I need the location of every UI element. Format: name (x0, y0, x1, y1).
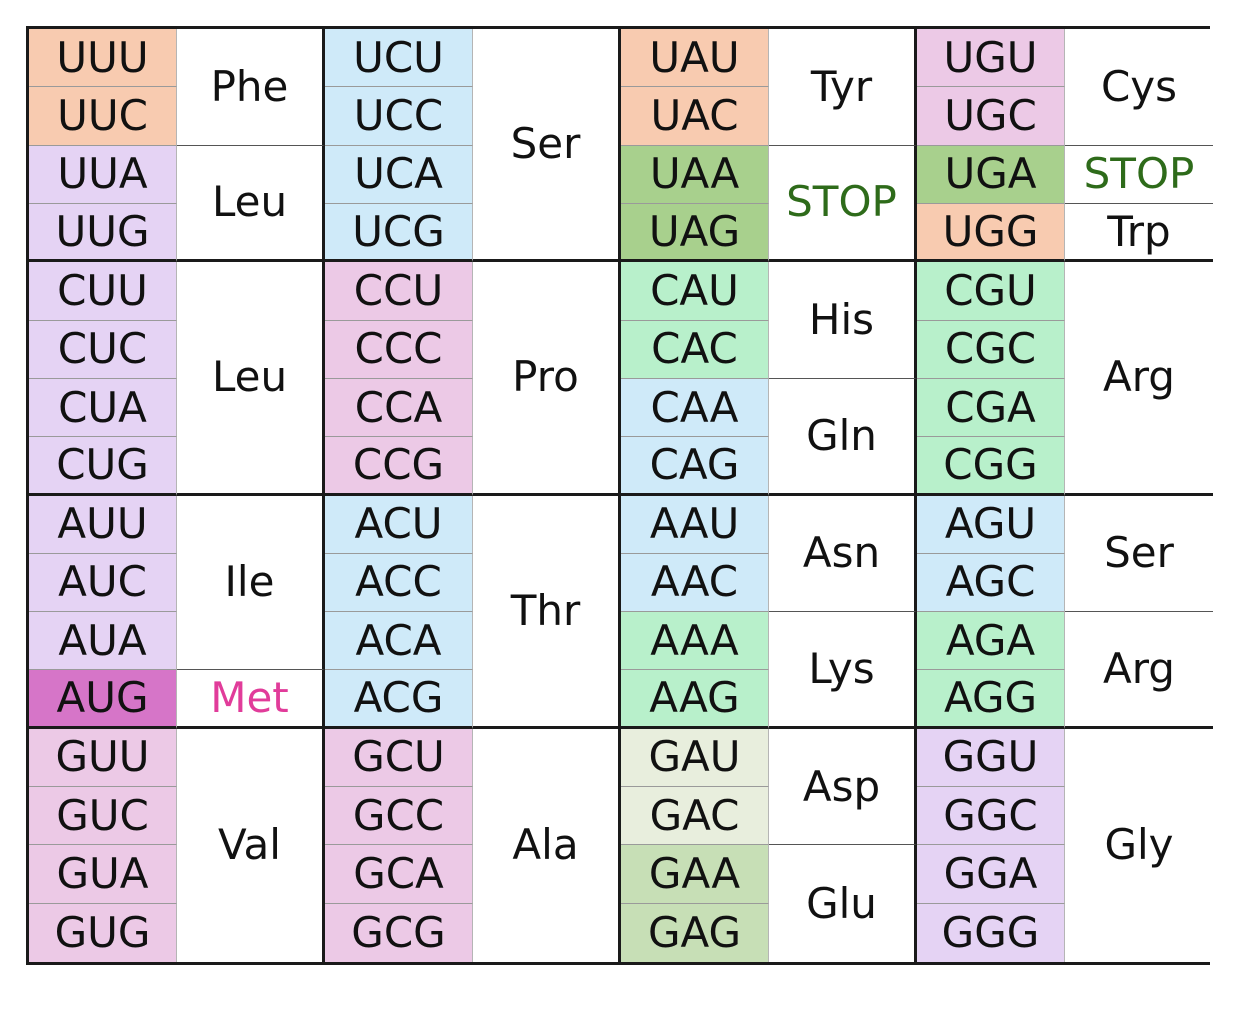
amino-acid-gln: Gln (769, 378, 917, 496)
codon-cell-uua: UUA (29, 145, 177, 204)
codon-cell-gug: GUG (29, 903, 177, 962)
codon-cell-aac: AAC (621, 553, 769, 613)
codon-cell-cau: CAU (621, 262, 769, 321)
codon-cell-uac: UAC (621, 87, 769, 146)
amino-acid-leu: Leu (177, 262, 325, 496)
amino-acid-ser: Ser (1065, 495, 1213, 613)
codon-cell-aaa: AAA (621, 612, 769, 671)
codon-cell-ucu: UCU (325, 29, 473, 88)
codon-cell-caa: CAA (621, 378, 769, 438)
codon-cell-guc: GUC (29, 787, 177, 846)
codon-cell-cuc: CUC (29, 320, 177, 379)
codon-cell-cga: CGA (917, 378, 1065, 438)
codon-cell-auc: AUC (29, 553, 177, 613)
codon-cell-aga: AGA (917, 612, 1065, 671)
amino-acid-tyr: Tyr (769, 29, 917, 146)
amino-acid-phe: Phe (177, 29, 325, 146)
amino-acid-ser: Ser (473, 29, 621, 263)
codon-cell-uca: UCA (325, 145, 473, 204)
amino-acid-glu: Glu (769, 845, 917, 962)
amino-acid-pro: Pro (473, 262, 621, 496)
codon-cell-uaa: UAA (621, 145, 769, 204)
codon-cell-aag: AAG (621, 670, 769, 729)
codon-cell-gag: GAG (621, 903, 769, 962)
amino-acid-trp: Trp (1065, 203, 1213, 263)
codon-cell-ggu: GGU (917, 728, 1065, 788)
codon-cell-cca: CCA (325, 378, 473, 438)
codon-cell-gga: GGA (917, 845, 1065, 904)
codon-cell-gcc: GCC (325, 787, 473, 846)
amino-acid-lys: Lys (769, 612, 917, 729)
codon-cell-cgc: CGC (917, 320, 1065, 379)
codon-cell-acg: ACG (325, 670, 473, 729)
codon-cell-cag: CAG (621, 437, 769, 496)
codon-cell-ccg: CCG (325, 437, 473, 496)
codon-cell-ucc: UCC (325, 87, 473, 146)
codon-cell-ugg: UGG (917, 203, 1065, 263)
amino-acid-ala: Ala (473, 728, 621, 962)
amino-acid-thr: Thr (473, 495, 621, 729)
codon-cell-gac: GAC (621, 787, 769, 846)
codon-cell-agu: AGU (917, 495, 1065, 554)
codon-cell-aua: AUA (29, 612, 177, 671)
codon-cell-agg: AGG (917, 670, 1065, 729)
amino-acid-ile: Ile (177, 495, 325, 671)
codon-cell-ucg: UCG (325, 203, 473, 263)
codon-cell-guu: GUU (29, 728, 177, 788)
codon-cell-cua: CUA (29, 378, 177, 438)
codon-cell-cuu: CUU (29, 262, 177, 321)
amino-acid-val: Val (177, 728, 325, 962)
amino-acid-his: His (769, 262, 917, 379)
codon-cell-gua: GUA (29, 845, 177, 904)
codon-cell-uga: UGA (917, 145, 1065, 204)
codon-cell-auu: AUU (29, 495, 177, 554)
codon-cell-ggg: GGG (917, 903, 1065, 962)
codon-cell-uug: UUG (29, 203, 177, 263)
codon-cell-ugu: UGU (917, 29, 1065, 88)
codon-cell-uuu: UUU (29, 29, 177, 88)
codon-cell-cgu: CGU (917, 262, 1065, 321)
amino-acid-stop: STOP (1065, 145, 1213, 204)
codon-cell-acc: ACC (325, 553, 473, 613)
amino-acid-asp: Asp (769, 728, 917, 846)
codon-cell-ccc: CCC (325, 320, 473, 379)
codon-table: UUU UUC UUA UUG CUU CUC CUA CUG AUU AUC AUA AUG GUU G… (26, 26, 1213, 965)
codon-cell-gcg: GCG (325, 903, 473, 962)
amino-acid-cys: Cys (1065, 29, 1213, 146)
codon-cell-ggc: GGC (917, 787, 1065, 846)
codon-cell-uag: UAG (621, 203, 769, 263)
amino-acid-arg: Arg (1065, 612, 1213, 729)
codon-cell-cgg: CGG (917, 437, 1065, 496)
amino-acid-gly: Gly (1065, 728, 1213, 962)
codon-cell-ugc: UGC (917, 87, 1065, 146)
amino-acid-met: Met (177, 670, 325, 729)
codon-cell-aca: ACA (325, 612, 473, 671)
codon-cell-gaa: GAA (621, 845, 769, 904)
codon-cell-gca: GCA (325, 845, 473, 904)
codon-cell-uuc: UUC (29, 87, 177, 146)
amino-acid-leu: Leu (177, 145, 325, 263)
codon-cell-agc: AGC (917, 553, 1065, 613)
codon-cell-gau: GAU (621, 728, 769, 788)
amino-acid-arg: Arg (1065, 262, 1213, 496)
codon-cell-cac: CAC (621, 320, 769, 379)
codon-cell-aau: AAU (621, 495, 769, 554)
codon-cell-uau: UAU (621, 29, 769, 88)
amino-acid-asn: Asn (769, 495, 917, 613)
codon-cell-cug: CUG (29, 437, 177, 496)
amino-acid-stop: STOP (769, 145, 917, 263)
codon-cell-acu: ACU (325, 495, 473, 554)
codon-cell-gcu: GCU (325, 728, 473, 788)
codon-cell-aug: AUG (29, 670, 177, 729)
codon-cell-ccu: CCU (325, 262, 473, 321)
